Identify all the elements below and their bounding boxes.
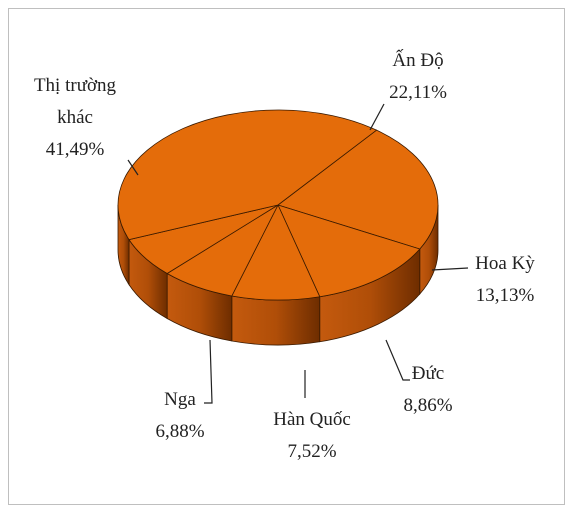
value-label: 8,86% [403, 395, 453, 416]
data-label: Ấn Độ 22,11% [389, 45, 447, 109]
value-label: 22,11% [389, 82, 447, 103]
slice-side [231, 295, 321, 346]
value-label: 13,13% [475, 285, 535, 306]
leader-line [369, 103, 385, 131]
leader-line [204, 339, 213, 404]
category-label: Hàn Quốc [273, 409, 351, 430]
value-label: 7,52% [287, 441, 337, 462]
leader-line [431, 267, 469, 271]
data-label: Hoa Kỳ 13,13% [475, 248, 535, 312]
slice [117, 109, 378, 241]
value-label: 41,49% [45, 139, 105, 160]
leader-lines [127, 103, 469, 404]
leader-line [127, 159, 139, 176]
category-label: Ấn Độ [392, 50, 444, 71]
data-label: Hàn Quốc 7,52% [273, 404, 351, 468]
slice [277, 204, 421, 298]
data-label: Đức 8,86% [403, 358, 452, 422]
data-label: Thị trường khác 41,49% [25, 70, 125, 166]
category-label: Thị trường khác [33, 75, 117, 128]
leader-line [385, 339, 410, 381]
value-label: 6,88% [155, 421, 205, 442]
category-label: Đức [411, 363, 445, 384]
category-label: Hoa Kỳ [475, 253, 535, 274]
slice [277, 129, 439, 250]
slice [231, 204, 321, 301]
data-label: Nga 6,88% [155, 384, 204, 448]
category-label: Nga [164, 389, 196, 410]
pie [117, 109, 439, 346]
